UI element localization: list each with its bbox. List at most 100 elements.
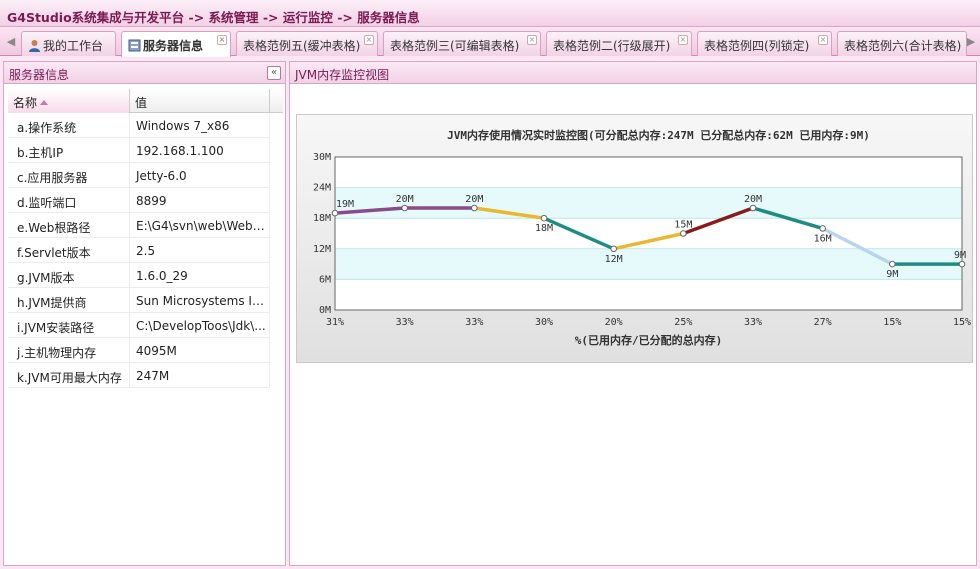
- tab-server-info[interactable]: 服务器信息 ×: [121, 31, 231, 57]
- table-row[interactable]: h.JVM提供商 Sun Microsystems Inc.: [8, 288, 270, 313]
- server-icon: [128, 39, 141, 52]
- tab-scroll-left-icon[interactable]: ◀: [6, 35, 16, 48]
- cell-value: Sun Microsystems Inc.: [130, 288, 270, 313]
- series-line-segment: [542, 216, 616, 251]
- close-icon[interactable]: ×: [527, 35, 537, 45]
- y-tick-label: 0M: [319, 305, 331, 316]
- tab-label: 表格范例五(缓冲表格): [243, 39, 361, 53]
- user-icon: [29, 40, 40, 52]
- x-tick-label: 15%: [953, 317, 971, 328]
- cell-name: k.JVM可用最大内存: [8, 363, 130, 388]
- x-axis-label: %(已用内存/已分配的总内存): [575, 333, 723, 347]
- y-tick-label: 12M: [313, 244, 331, 255]
- data-point: [401, 204, 408, 212]
- table-row[interactable]: k.JVM可用最大内存 247M: [8, 363, 270, 388]
- series-line-segment: [472, 206, 546, 220]
- cell-value: 1.6.0_29: [130, 263, 270, 288]
- cell-name: b.主机IP: [8, 138, 130, 163]
- panel-title: 服务器信息: [4, 62, 285, 84]
- table-row[interactable]: i.JVM安装路径 C:\DevelopToos\Jdk\...: [8, 313, 270, 338]
- tab-scroll-right-icon[interactable]: ▶: [966, 35, 976, 48]
- series-line-segment: [751, 206, 825, 231]
- table-row[interactable]: c.应用服务器 Jetty-6.0: [8, 163, 270, 188]
- y-tick-label: 18M: [313, 213, 331, 224]
- cell-value: 247M: [130, 363, 270, 388]
- cell-value: 8899: [130, 188, 270, 213]
- cell-name: i.JVM安装路径: [8, 313, 130, 338]
- panel-title: JVM内存监控视图: [290, 62, 976, 84]
- cell-name: d.监听端口: [8, 188, 130, 213]
- table-row[interactable]: g.JVM版本 1.6.0_29: [8, 263, 270, 288]
- sort-asc-icon: [40, 100, 49, 105]
- y-tick-label: 24M: [313, 183, 331, 194]
- column-header-name[interactable]: 名称: [8, 89, 130, 113]
- close-icon[interactable]: ×: [678, 35, 688, 45]
- data-label: 20M: [744, 194, 762, 205]
- cell-value: Windows 7_x86: [130, 113, 270, 138]
- cell-name: j.主机物理内存: [8, 338, 130, 363]
- data-label: 20M: [465, 194, 483, 205]
- tab-grid-buffer[interactable]: 表格范例五(缓冲表格) ×: [236, 31, 378, 56]
- server-info-panel: 服务器信息 « 名称 值 a.操作系统 Windows 7_x86 b.主机IP 1…: [3, 61, 286, 566]
- tab-grid-row-expand[interactable]: 表格范例二(行级展开) ×: [546, 31, 692, 56]
- cell-value: E:\G4\svn\web\WebR...: [130, 213, 270, 238]
- data-label: 12M: [605, 254, 623, 265]
- collapse-icon[interactable]: «: [267, 66, 281, 80]
- cell-name: a.操作系统: [8, 113, 130, 138]
- table-row[interactable]: f.Servlet版本 2.5: [8, 238, 270, 263]
- grid-band: [335, 187, 962, 219]
- table-row[interactable]: d.监听端口 8899: [8, 188, 270, 213]
- x-tick-label: 33%: [465, 317, 483, 328]
- table-row[interactable]: b.主机IP 192.168.1.100: [8, 138, 270, 163]
- table-row[interactable]: j.主机物理内存 4095M: [8, 338, 270, 363]
- plot-area: [334, 156, 963, 311]
- x-tick-label: 15%: [883, 317, 901, 328]
- tab-label: 表格范例六(合计表格): [844, 39, 962, 53]
- x-tick-label: 30%: [535, 317, 553, 328]
- data-label: 19M: [336, 199, 354, 210]
- cell-value: Jetty-6.0: [130, 163, 270, 188]
- cell-name: e.Web根路径: [8, 213, 130, 238]
- x-tick-label: 33%: [396, 317, 414, 328]
- x-tick-label: 31%: [326, 317, 344, 328]
- data-label: 16M: [814, 233, 832, 244]
- data-point: [471, 204, 478, 212]
- x-tick-label: 20%: [605, 317, 623, 328]
- data-label: 9M: [954, 250, 966, 261]
- plot-border: [334, 156, 963, 311]
- series-line-segment: [681, 206, 755, 236]
- grid-body: a.操作系统 Windows 7_x86 b.主机IP 192.168.1.100 …: [8, 113, 270, 388]
- tab-label: 表格范例二(行级展开): [553, 39, 671, 53]
- table-row[interactable]: e.Web根路径 E:\G4\svn\web\WebR...: [8, 213, 270, 238]
- data-point: [958, 260, 966, 268]
- data-label: 18M: [535, 223, 553, 234]
- data-point: [680, 230, 687, 237]
- data-label: 9M: [886, 269, 898, 280]
- data-point: [889, 260, 896, 268]
- data-point: [610, 245, 617, 253]
- cell-name: h.JVM提供商: [8, 288, 130, 313]
- cell-value: 4095M: [130, 338, 270, 363]
- tab-grid-editable[interactable]: 表格范例三(可编辑表格) ×: [383, 31, 541, 56]
- tab-grid-summary[interactable]: 表格范例六(合计表格): [837, 31, 967, 56]
- x-tick-label: 33%: [744, 317, 762, 328]
- series-line-segment: [820, 226, 895, 266]
- table-row[interactable]: a.操作系统 Windows 7_x86: [8, 113, 270, 138]
- breadcrumb: G4Studio系统集成与开发平台 -> 系统管理 -> 运行监控 -> 服务器…: [0, 0, 980, 27]
- x-tick-label: 25%: [674, 317, 692, 328]
- close-icon[interactable]: ×: [818, 35, 828, 45]
- data-label: 15M: [674, 220, 692, 231]
- tab-label: 服务器信息: [143, 39, 204, 53]
- tab-grid-column-lock[interactable]: 表格范例四(列锁定) ×: [697, 31, 832, 56]
- cell-value: 2.5: [130, 238, 270, 263]
- close-icon[interactable]: ×: [364, 35, 374, 45]
- close-icon[interactable]: ×: [217, 35, 227, 45]
- y-tick-label: 30M: [313, 152, 331, 163]
- tab-label: 表格范例三(可编辑表格): [390, 39, 520, 53]
- cell-name: g.JVM版本: [8, 263, 130, 288]
- column-header-value[interactable]: 值: [130, 89, 270, 113]
- y-tick-label: 6M: [319, 274, 331, 285]
- tab-label: 我的工作台: [43, 39, 104, 53]
- cell-name: f.Servlet版本: [8, 238, 130, 263]
- tab-my-workbench[interactable]: 我的工作台: [21, 31, 116, 56]
